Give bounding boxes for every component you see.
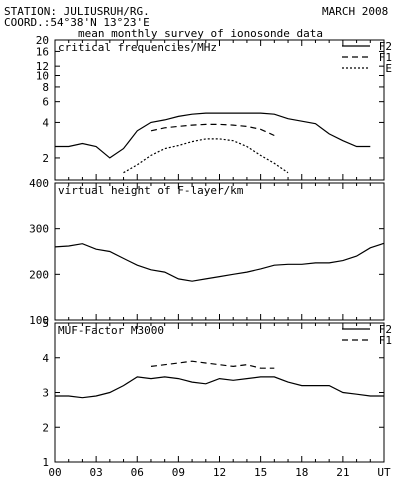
panel-3-frame — [54, 322, 385, 463]
panel-2-y-tick-label: 300 — [29, 223, 49, 236]
legend-f1-label: F1 — [379, 51, 392, 64]
x-tick-label: 03 — [90, 466, 103, 479]
panel-2-y-tick-label: 400 — [29, 177, 49, 190]
panel-1-y-tick-label: 8 — [42, 81, 49, 94]
panel-1-series-f1-line — [150, 123, 275, 137]
subtitle-label: mean monthly survey of ionosonde data — [78, 27, 323, 40]
panel-1-y-tick-label: 10 — [36, 70, 49, 83]
panel-1-series-f2-line — [55, 112, 371, 159]
panel-3-title: MUF-Factor M3000 — [58, 324, 164, 337]
panel-1-y-tick-label: 4 — [42, 116, 49, 129]
station-label: STATION: JULIUSRUH/RG. — [4, 5, 150, 18]
panel-1-y-tick-label: 6 — [42, 96, 49, 109]
panel-2-y-tick-label: 200 — [29, 268, 49, 281]
date-label: MARCH 2008 — [322, 5, 388, 18]
x-tick-label: 00 — [48, 466, 61, 479]
panel-3-series-f1-line — [150, 360, 275, 369]
panel-1-frame — [54, 39, 385, 181]
panel-2-series-height-line — [54, 242, 385, 282]
panel-1-y-tick-label: 12 — [36, 60, 49, 73]
panel-1-y-tick-label: 20 — [36, 34, 49, 47]
x-tick-label: 09 — [172, 466, 185, 479]
panel-1-y-tick-label: 2 — [42, 152, 49, 165]
x-axis-ut-label: UT — [377, 466, 391, 479]
panel-3-y-tick-label: 4 — [42, 352, 49, 365]
x-tick-label: 12 — [213, 466, 226, 479]
x-tick-label: 06 — [131, 466, 144, 479]
panel-3-y-tick-label: 3 — [42, 387, 49, 400]
legend-f1-label: F1 — [379, 334, 392, 347]
legend-e-label: E — [385, 62, 392, 75]
x-tick-label: 18 — [295, 466, 308, 479]
panel-1-series-e-line — [123, 138, 289, 174]
panel-3-y-tick-label: 1 — [42, 456, 49, 469]
panel-3-y-tick-label: 5 — [42, 317, 49, 330]
x-tick-label: 21 — [336, 466, 349, 479]
panel-3-y-tick-label: 2 — [42, 421, 49, 434]
legend-f2-label: F2 — [379, 323, 392, 336]
panel-2-title: virtual height of F-layer/km — [58, 184, 244, 197]
coord-label: COORD.:54°38'N 13°23'E — [4, 16, 150, 29]
panel-2-y-tick-label: 100 — [29, 314, 49, 327]
legend-f2-label: F2 — [379, 40, 392, 53]
panel-2-frame — [54, 182, 385, 321]
panel-1-title: critical frequencies/MHz — [58, 41, 217, 54]
x-tick-label: 15 — [254, 466, 267, 479]
panel-3-series-f2-line — [55, 376, 384, 399]
panel-1-y-tick-label: 16 — [36, 45, 49, 58]
